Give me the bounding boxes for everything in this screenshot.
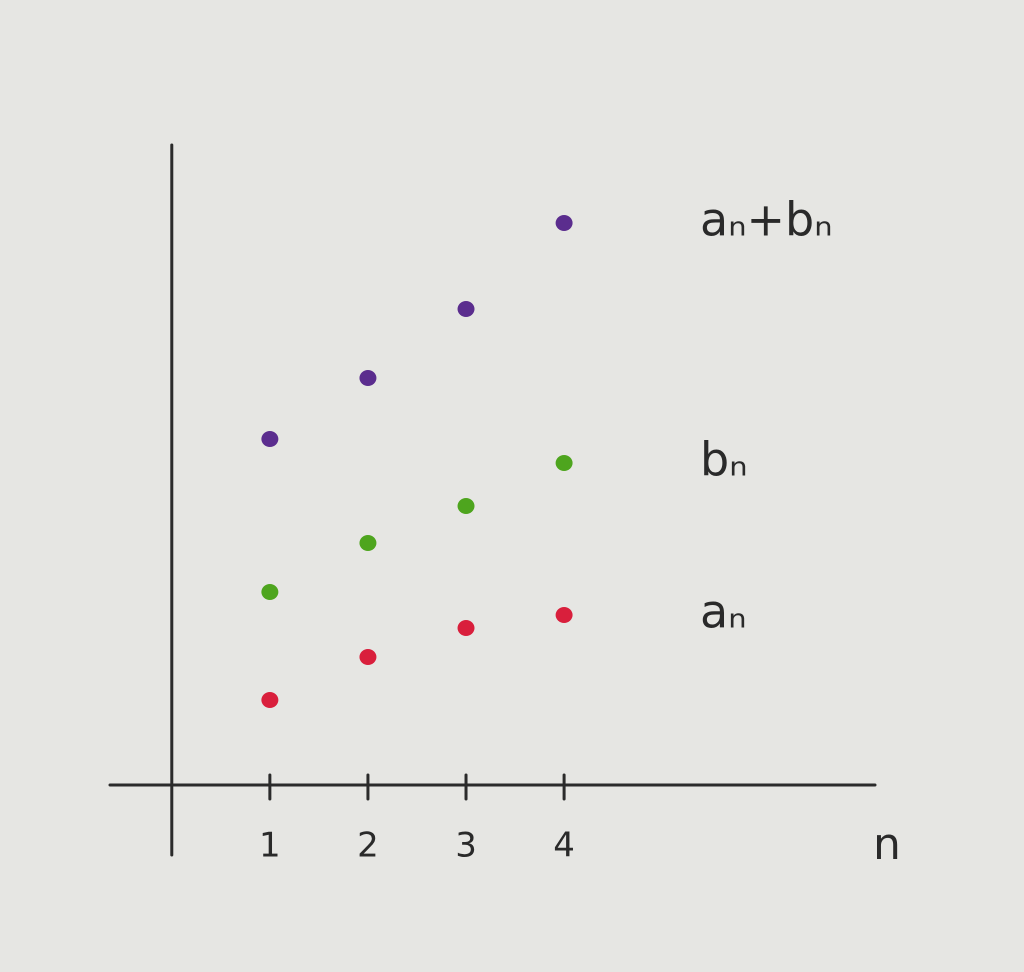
point <box>457 498 475 514</box>
series-label: aₙ+bₙ <box>700 193 833 247</box>
point <box>261 692 279 708</box>
point <box>555 455 573 471</box>
point <box>555 607 573 623</box>
x-tick-label: 1 <box>259 826 281 866</box>
point <box>555 215 573 231</box>
series-label: bₙ <box>700 433 748 487</box>
x-axis-label: n <box>873 819 901 870</box>
x-tick-label: 3 <box>455 826 477 866</box>
point <box>359 649 377 665</box>
point <box>359 370 377 386</box>
point <box>359 535 377 551</box>
point <box>457 301 475 317</box>
point <box>457 620 475 636</box>
point <box>261 431 279 447</box>
x-tick-label: 4 <box>553 826 575 866</box>
point <box>261 584 279 600</box>
series-label: aₙ <box>700 585 747 639</box>
x-tick-label: 2 <box>357 826 379 866</box>
